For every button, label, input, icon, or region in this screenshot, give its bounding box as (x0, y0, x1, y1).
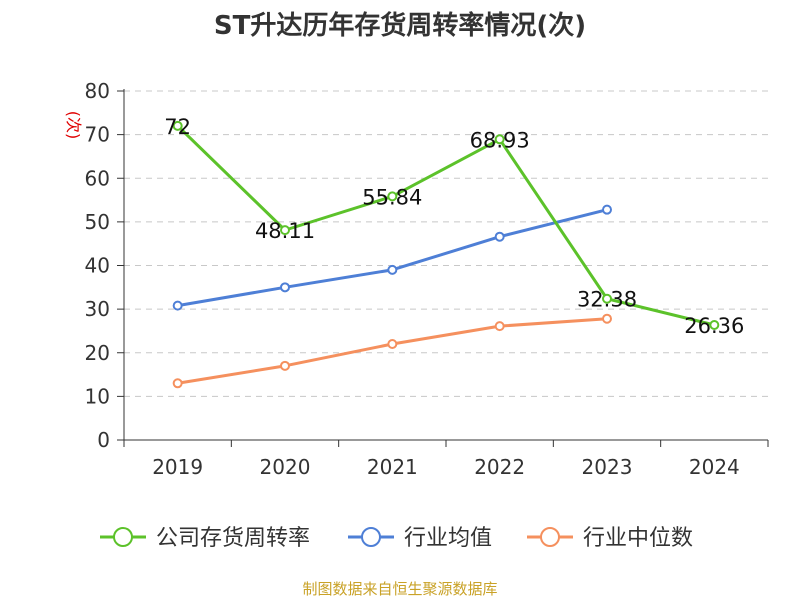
point-2-2 (387, 339, 398, 350)
chart-title: ST升达历年存货周转率情况(次) (214, 10, 586, 41)
point-2-1 (280, 360, 290, 371)
legend-marker-0 (113, 527, 133, 547)
point-1-3 (494, 231, 505, 242)
point-1-2 (387, 264, 398, 275)
series-line-2 (177, 317, 608, 385)
x-tick-label-2024: 2024 (689, 455, 740, 479)
point-1-0 (172, 300, 183, 311)
x-tick-label-2021: 2021 (367, 455, 418, 479)
data-label-5: 26.36 (684, 314, 744, 338)
y-tick-label-10: 10 (85, 384, 110, 408)
y-tick-label-50: 50 (85, 210, 110, 234)
series-line-1 (177, 208, 608, 308)
point-0-2 (387, 191, 398, 202)
data-labels: 72 48.11 55.84 68.93 32.38 26.36 (164, 115, 744, 338)
series-line-0 (176, 124, 715, 327)
y-tick-label-80: 80 (85, 79, 110, 103)
y-tick-label-20: 20 (85, 341, 110, 365)
y-tick-label-40: 40 (85, 254, 110, 278)
y-tick-label-30: 30 (85, 297, 110, 321)
data-label-4: 32.38 (577, 288, 637, 312)
point-0-5 (709, 320, 720, 331)
legend-marker-1 (361, 527, 381, 547)
axes: 0 10 20 30 40 50 60 70 80 2019 2020 2021 2022 2023 202… (85, 79, 769, 479)
x-tick-label-2023: 2023 (582, 455, 633, 479)
point-2-4 (602, 313, 612, 324)
y-tick-label-0: 0 (97, 428, 110, 452)
y-tick-label-70: 70 (85, 123, 110, 147)
point-2-0 (172, 378, 183, 389)
legend-label-2: 行业中位数 (583, 526, 693, 551)
y-axis-label: (次) (64, 111, 83, 140)
data-label-3: 68.93 (470, 128, 530, 152)
point-1-4 (602, 204, 612, 215)
point-0-3 (494, 134, 505, 145)
x-tick-label-2022: 2022 (474, 455, 525, 479)
data-label-1: 48.11 (255, 219, 315, 243)
point-1-1 (280, 282, 290, 293)
grid-lines (124, 90, 768, 397)
point-0-0 (172, 120, 183, 131)
legend-marker-2 (540, 527, 560, 547)
legend-label-0: 公司存货周转率 (156, 526, 310, 551)
legend-label-1: 行业均值 (404, 526, 492, 551)
data-label-0: 72 (164, 115, 191, 139)
point-0-1 (280, 225, 290, 236)
y-tick-label-60: 60 (85, 166, 110, 190)
legend: 公司存货周转率 行业均值 行业中位数 (100, 526, 693, 551)
series-layer (172, 120, 720, 389)
data-label-2: 55.84 (362, 185, 422, 209)
source-note: 制图数据来自恒生聚源数据库 (302, 580, 497, 598)
x-tick-label-2019: 2019 (152, 455, 203, 479)
x-tick-label-2020: 2020 (260, 455, 311, 479)
point-2-3 (494, 321, 505, 332)
point-0-4 (602, 293, 612, 304)
